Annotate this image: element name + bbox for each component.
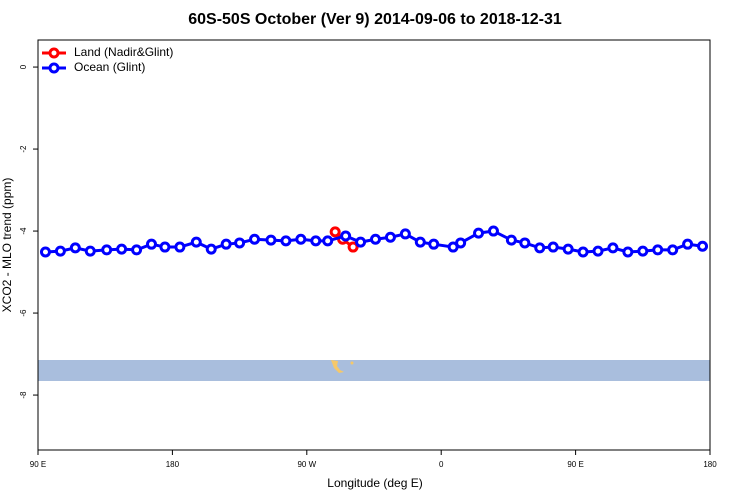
data-point xyxy=(592,245,604,257)
data-point xyxy=(547,241,559,253)
data-point xyxy=(220,238,232,250)
map-strip xyxy=(38,360,710,381)
x-tick-label: 180 xyxy=(166,460,180,469)
data-point xyxy=(280,235,292,247)
land-shape xyxy=(331,360,344,373)
x-tick-label: 180 xyxy=(703,460,717,469)
data-point xyxy=(473,227,485,239)
y-tick-label: -8 xyxy=(19,391,28,399)
data-point xyxy=(652,244,664,256)
data-point xyxy=(697,240,709,252)
data-point xyxy=(234,237,246,249)
data-point xyxy=(384,231,396,243)
data-point xyxy=(414,236,426,248)
legend: Land (Nadir&Glint)Ocean (Glint) xyxy=(42,45,173,74)
y-tick-label: -2 xyxy=(19,145,28,153)
data-point xyxy=(562,243,574,255)
x-tick-label: 90 W xyxy=(297,460,316,469)
data-point xyxy=(159,241,171,253)
x-tick-label: 90 E xyxy=(30,460,46,469)
data-point xyxy=(607,242,619,254)
data-point xyxy=(145,238,157,250)
y-axis-label: XCO2 - MLO trend (ppm) xyxy=(0,178,14,313)
land-shape xyxy=(350,361,354,365)
plot-frame xyxy=(37,39,711,451)
data-point xyxy=(310,235,322,247)
x-tick-label: 0 xyxy=(439,460,444,469)
data-point xyxy=(329,226,341,238)
data-point xyxy=(347,241,359,253)
data-point xyxy=(682,238,694,250)
data-point xyxy=(249,233,261,245)
data-point xyxy=(519,237,531,249)
data-point xyxy=(667,244,679,256)
data-point xyxy=(369,233,381,245)
data-point xyxy=(39,246,51,258)
data-point xyxy=(295,233,307,245)
legend-label: Land (Nadir&Glint) xyxy=(74,45,173,59)
data-point xyxy=(455,237,467,249)
data-point xyxy=(505,234,517,246)
data-point xyxy=(355,236,367,248)
data-point xyxy=(487,225,499,237)
data-point xyxy=(428,238,440,250)
chart-title: 60S-50S October (Ver 9) 2014-09-06 to 20… xyxy=(188,11,562,28)
legend-marker xyxy=(48,62,60,74)
y-tick-label: -4 xyxy=(19,227,28,235)
data-point xyxy=(101,244,113,256)
data-point xyxy=(54,245,66,257)
data-point xyxy=(534,242,546,254)
data-point xyxy=(622,246,634,258)
data-point xyxy=(637,245,649,257)
data-point xyxy=(69,242,81,254)
data-point xyxy=(116,243,128,255)
data-point xyxy=(131,244,143,256)
data-point xyxy=(340,230,352,242)
data-point xyxy=(205,243,217,255)
x-tick-label: 90 E xyxy=(567,460,583,469)
y-tick-label: 0 xyxy=(19,64,28,69)
x-axis-label: Longitude (deg E) xyxy=(327,476,422,490)
legend-marker xyxy=(48,47,60,59)
legend-label: Ocean (Glint) xyxy=(74,60,145,74)
data-point xyxy=(84,245,96,257)
data-point xyxy=(174,241,186,253)
y-tick-label: -6 xyxy=(19,309,28,317)
data-point xyxy=(190,236,202,248)
data-point xyxy=(399,228,411,240)
data-point xyxy=(322,235,334,247)
data-point xyxy=(577,246,589,258)
data-point xyxy=(265,234,277,246)
